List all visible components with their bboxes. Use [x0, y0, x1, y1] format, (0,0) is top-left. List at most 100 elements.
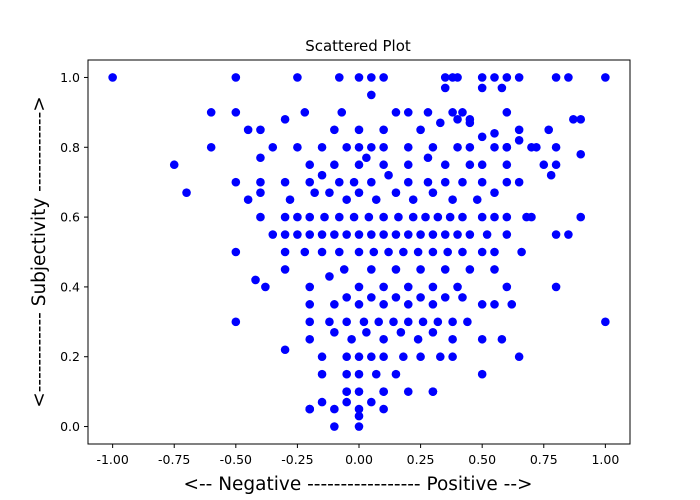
data-point: [601, 317, 610, 327]
data-point: [384, 170, 393, 180]
data-point: [354, 125, 364, 135]
data-point: [367, 397, 376, 407]
data-point: [305, 177, 315, 187]
data-point: [305, 317, 315, 327]
data-point: [502, 282, 512, 292]
data-point: [465, 118, 475, 128]
data-point: [293, 212, 302, 222]
data-point: [428, 300, 438, 309]
data-point: [334, 73, 344, 82]
data-point: [448, 317, 457, 327]
data-point: [374, 317, 384, 327]
data-point: [482, 230, 492, 239]
data-point: [342, 317, 351, 327]
data-point: [448, 352, 457, 362]
data-point: [354, 160, 364, 170]
data-point: [325, 272, 334, 281]
y-axis-label: <------------ Subjectivity ------------>: [29, 96, 50, 408]
data-point: [379, 142, 388, 152]
data-point: [403, 142, 413, 152]
data-point: [416, 125, 425, 135]
x-tick-label: -0.25: [281, 452, 313, 467]
data-point: [436, 352, 445, 362]
data-point: [330, 300, 339, 309]
data-point: [440, 265, 450, 274]
data-point: [403, 108, 413, 117]
data-point: [453, 282, 462, 292]
data-point: [231, 177, 241, 187]
data-point: [507, 300, 517, 309]
data-point: [330, 230, 339, 239]
data-point: [551, 282, 561, 292]
y-tick-label: 0.4: [60, 279, 80, 294]
data-point: [569, 115, 578, 124]
data-point: [564, 73, 573, 82]
data-point: [490, 188, 499, 197]
data-point: [339, 265, 349, 274]
data-point: [403, 230, 413, 239]
data-point: [477, 369, 487, 379]
data-point: [453, 142, 462, 152]
data-point: [342, 387, 351, 396]
data-point: [399, 352, 408, 362]
data-point: [502, 160, 512, 170]
data-point: [256, 125, 265, 135]
data-point: [428, 247, 438, 257]
data-point: [458, 247, 467, 257]
data-point: [403, 160, 413, 170]
data-point: [490, 212, 499, 222]
data-point: [502, 230, 512, 239]
data-point: [367, 230, 376, 239]
data-point: [394, 212, 403, 222]
data-point: [465, 230, 475, 239]
x-tick-label: 0.75: [530, 452, 558, 467]
data-point: [354, 352, 364, 362]
data-point: [108, 73, 117, 82]
data-point: [305, 404, 315, 414]
data-point: [576, 149, 586, 159]
data-point: [379, 212, 388, 222]
data-point: [453, 115, 462, 124]
data-point: [231, 108, 241, 117]
data-point: [490, 73, 499, 82]
data-point: [396, 327, 406, 337]
data-point: [477, 73, 487, 82]
data-point: [371, 369, 381, 379]
data-point: [371, 195, 381, 204]
data-point: [354, 422, 364, 431]
data-point: [379, 300, 388, 309]
data-point: [261, 282, 270, 292]
data-point: [317, 170, 327, 180]
data-point: [418, 317, 428, 327]
data-point: [349, 177, 359, 187]
data-point: [448, 108, 457, 117]
data-point: [342, 352, 351, 362]
data-point: [391, 265, 401, 274]
data-point: [403, 300, 413, 309]
data-point: [280, 265, 290, 274]
data-point: [490, 247, 499, 257]
data-point: [413, 247, 423, 257]
data-point: [532, 142, 541, 152]
data-point: [440, 293, 450, 302]
x-tick-label: 0.00: [345, 452, 373, 467]
data-point: [280, 212, 290, 222]
x-tick-label: -0.50: [220, 452, 252, 467]
data-point: [305, 230, 315, 239]
data-point: [514, 352, 524, 362]
data-point: [416, 293, 425, 302]
data-point: [428, 142, 438, 152]
data-point: [305, 160, 315, 170]
data-point: [317, 352, 327, 362]
data-point: [305, 334, 315, 344]
data-point: [477, 160, 487, 170]
data-point: [231, 73, 241, 82]
data-point: [477, 83, 487, 93]
data-point: [305, 212, 315, 222]
data-point: [367, 90, 376, 100]
data-point: [280, 230, 290, 239]
data-point: [354, 142, 364, 152]
data-point: [330, 422, 339, 431]
data-point: [206, 142, 216, 152]
